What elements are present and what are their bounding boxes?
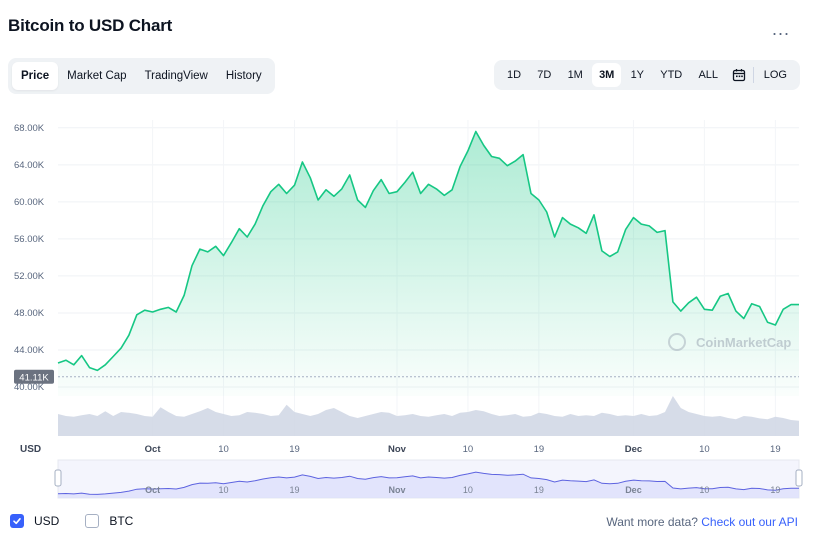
range-1d-button[interactable]: 1D xyxy=(507,69,522,81)
tab-history[interactable]: History xyxy=(225,70,262,82)
range-all-button[interactable]: ALL xyxy=(698,69,719,81)
time-range-selector: 1D 7D 1M 3M 1Y YTD ALL LOG xyxy=(494,60,800,90)
api-promo-text: Want more data? xyxy=(606,515,698,529)
watermark-text: CoinMarketCap xyxy=(696,335,791,350)
x-tick-label: Dec xyxy=(625,444,642,455)
tab-market-cap[interactable]: Market Cap xyxy=(67,70,127,82)
volume-area xyxy=(58,396,799,436)
navigator-tick-label: Oct xyxy=(145,485,160,495)
tab-price[interactable]: Price xyxy=(12,62,59,90)
usd-checkbox[interactable] xyxy=(10,514,24,528)
page-title: Bitcoin to USD Chart xyxy=(8,16,173,35)
y-tick-label: 40.00K xyxy=(14,382,45,393)
x-tick-label: 10 xyxy=(699,444,710,455)
x-tick-label: 19 xyxy=(289,444,300,455)
navigator-area xyxy=(58,472,799,498)
navigator-right-handle[interactable] xyxy=(795,469,803,487)
usd-label: USD xyxy=(34,514,60,528)
y-tick-label: 68.00K xyxy=(14,123,45,134)
tab-tradingview[interactable]: TradingView xyxy=(144,70,208,82)
range-ytd-button[interactable]: YTD xyxy=(660,69,683,81)
watermark-logo xyxy=(668,333,686,351)
check-icon xyxy=(13,518,21,525)
y-tick-label: 56.00K xyxy=(14,234,45,245)
y-tick-label: 64.00K xyxy=(14,160,45,171)
navigator-tick-label: 10 xyxy=(219,485,229,495)
range-3m-button[interactable]: 3M xyxy=(592,63,622,87)
navigator-line xyxy=(57,471,799,495)
calendar-icon[interactable] xyxy=(727,63,751,87)
price-area xyxy=(58,131,799,396)
navigator-tick-label: 10 xyxy=(463,485,473,495)
navigator-left-handle[interactable] xyxy=(54,469,62,487)
x-tick-label: Oct xyxy=(145,444,162,455)
range-divider xyxy=(753,67,755,83)
btc-label: BTC xyxy=(109,514,134,528)
chart-type-tabs: Price Market Cap TradingView History xyxy=(8,58,275,94)
price-chart[interactable]: 68.00K 64.00K 60.00K 56.00K 52.00K 48.00K 44.0… xyxy=(0,100,822,505)
x-tick-label: 10 xyxy=(463,444,474,455)
current-price-badge xyxy=(14,369,54,384)
y-tick-label: 48.00K xyxy=(14,308,45,319)
range-1m-button[interactable]: 1M xyxy=(567,69,583,81)
x-tick-label: 10 xyxy=(218,444,229,455)
api-promo: Want more data? Check out our API xyxy=(606,515,798,529)
navigator-tick-label: 19 xyxy=(770,485,780,495)
y-tick-label: 52.00K xyxy=(14,271,45,282)
y-unit-label: USD xyxy=(20,444,41,455)
currency-legend: USD BTC xyxy=(10,514,159,528)
btc-checkbox[interactable] xyxy=(85,514,100,528)
navigator-tick-label: 19 xyxy=(534,485,544,495)
range-1y-button[interactable]: 1Y xyxy=(630,69,645,81)
navigator-tick-label: 10 xyxy=(699,485,709,495)
range-7d-button[interactable]: 7D xyxy=(537,69,552,81)
more-options-button[interactable]: ... xyxy=(772,19,791,39)
current-price-label: 41.11K xyxy=(19,372,49,383)
log-scale-button[interactable]: LOG xyxy=(763,69,787,81)
x-tick-label: 19 xyxy=(534,444,545,455)
navigator-tick-label: Dec xyxy=(625,485,642,495)
price-line xyxy=(57,130,799,372)
api-link[interactable]: Check out our API xyxy=(701,515,798,529)
navigator-tick-label: Nov xyxy=(388,485,405,495)
x-tick-label: Nov xyxy=(388,444,407,455)
x-tick-label: 19 xyxy=(770,444,781,455)
navigator-tick-label: 19 xyxy=(289,485,299,495)
y-tick-label: 44.00K xyxy=(14,345,45,356)
y-tick-label: 60.00K xyxy=(14,197,45,208)
